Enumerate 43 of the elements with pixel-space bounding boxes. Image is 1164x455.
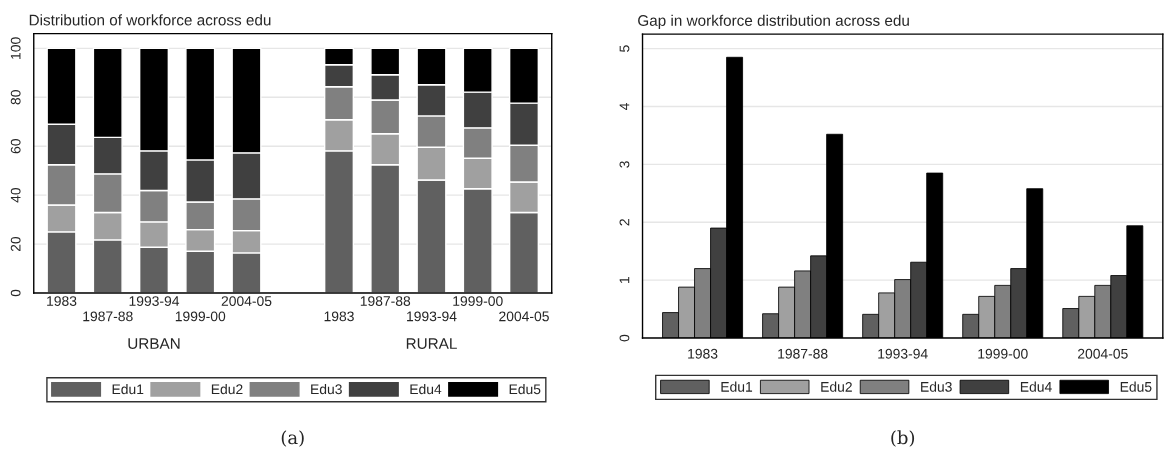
x-tick-label: 1983 <box>688 348 718 359</box>
legend-label: Edu1 <box>112 383 144 395</box>
text: URBAN <box>128 338 180 349</box>
text: RURAL <box>406 338 457 349</box>
x-tick-label: 1993-94 <box>878 348 928 359</box>
x-tick-label: 1987-88 <box>778 348 828 359</box>
legend-label: Edu3 <box>311 383 342 395</box>
y-tick-label: 80 <box>10 90 21 105</box>
legend-label: Edu1 <box>721 381 753 392</box>
y-tick-label: 0 <box>10 289 21 297</box>
y-tick-label: 3 <box>619 161 630 168</box>
x-tick-label: 1993-94 <box>407 311 457 322</box>
legend-label: Edu4 <box>410 383 442 395</box>
chart-title: Gap in workforce distribution across edu <box>638 14 909 29</box>
y-tick-label: 100 <box>10 37 21 59</box>
x-tick-label: 1999-00 <box>175 311 226 322</box>
legend-label: Edu5 <box>1120 381 1152 392</box>
x-tick-label: 1987-88 <box>83 311 133 322</box>
y-tick-label: 0 <box>619 334 630 342</box>
y-tick-label: 1 <box>619 276 630 283</box>
y-tick-label: 4 <box>619 103 630 111</box>
x-tick-label: 1993-94 <box>129 296 180 306</box>
x-tick-label: 1999-00 <box>978 348 1028 359</box>
y-tick-label: 5 <box>619 45 630 52</box>
x-tick-label: 2004-05 <box>1078 348 1128 359</box>
y-tick-label: 20 <box>10 236 21 252</box>
x-tick-label: 1983 <box>47 296 77 306</box>
chart-title: Distribution of workforce across edu <box>29 14 271 26</box>
legend-label: Edu2 <box>211 383 243 395</box>
text: (b) <box>891 430 915 447</box>
y-tick-label: 2 <box>619 219 630 226</box>
x-tick-label: 2004-05 <box>221 296 272 306</box>
legend-label: Edu5 <box>509 383 541 395</box>
text: (a) <box>281 430 304 447</box>
x-tick-label: 1987-88 <box>360 296 411 306</box>
legend-label: Edu3 <box>921 381 952 392</box>
legend-label: Edu2 <box>821 381 852 392</box>
y-tick-label: 40 <box>10 187 21 203</box>
x-tick-label: 2004-05 <box>499 311 549 322</box>
legend-label: Edu4 <box>1020 381 1052 392</box>
y-tick-label: 60 <box>10 139 21 154</box>
x-tick-label: 1999-00 <box>453 296 503 306</box>
x-tick-label: 1983 <box>324 311 354 322</box>
